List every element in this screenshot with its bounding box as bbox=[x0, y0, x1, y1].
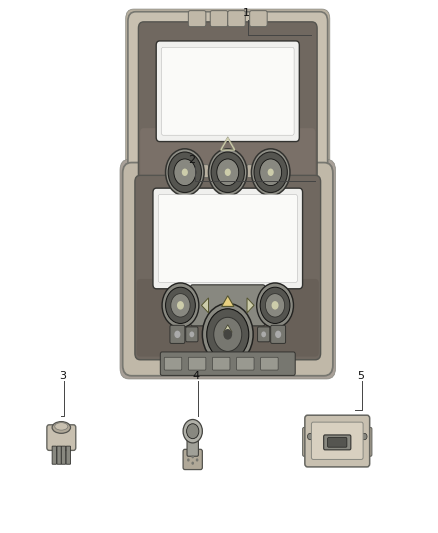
Circle shape bbox=[260, 159, 282, 185]
Circle shape bbox=[251, 149, 290, 196]
FancyBboxPatch shape bbox=[138, 22, 317, 187]
FancyBboxPatch shape bbox=[158, 195, 297, 282]
Circle shape bbox=[257, 283, 293, 328]
Circle shape bbox=[191, 462, 194, 465]
FancyBboxPatch shape bbox=[156, 41, 299, 142]
Circle shape bbox=[261, 332, 266, 337]
Circle shape bbox=[174, 159, 196, 185]
Circle shape bbox=[223, 329, 232, 340]
FancyBboxPatch shape bbox=[137, 279, 319, 357]
FancyBboxPatch shape bbox=[186, 327, 198, 342]
FancyBboxPatch shape bbox=[123, 163, 333, 376]
FancyBboxPatch shape bbox=[128, 12, 328, 201]
FancyBboxPatch shape bbox=[225, 165, 239, 177]
FancyBboxPatch shape bbox=[303, 427, 318, 456]
Circle shape bbox=[217, 159, 239, 185]
Circle shape bbox=[196, 458, 198, 462]
Circle shape bbox=[254, 152, 287, 192]
FancyBboxPatch shape bbox=[247, 165, 261, 177]
Circle shape bbox=[174, 330, 180, 338]
Circle shape bbox=[208, 149, 247, 196]
Text: 3: 3 bbox=[59, 371, 66, 381]
FancyBboxPatch shape bbox=[47, 425, 76, 450]
FancyBboxPatch shape bbox=[160, 352, 295, 375]
Circle shape bbox=[225, 168, 231, 176]
Circle shape bbox=[307, 433, 313, 440]
FancyBboxPatch shape bbox=[328, 438, 347, 447]
FancyBboxPatch shape bbox=[271, 325, 286, 343]
FancyBboxPatch shape bbox=[164, 357, 182, 370]
FancyBboxPatch shape bbox=[261, 357, 278, 370]
Circle shape bbox=[177, 301, 184, 310]
Polygon shape bbox=[223, 325, 232, 332]
Ellipse shape bbox=[55, 423, 68, 430]
Circle shape bbox=[275, 330, 281, 338]
FancyBboxPatch shape bbox=[194, 165, 208, 177]
Text: 4: 4 bbox=[193, 371, 200, 381]
FancyBboxPatch shape bbox=[170, 325, 185, 343]
Circle shape bbox=[260, 287, 290, 324]
Text: 1: 1 bbox=[243, 9, 250, 18]
Polygon shape bbox=[222, 296, 234, 306]
FancyBboxPatch shape bbox=[258, 327, 270, 342]
FancyBboxPatch shape bbox=[190, 285, 265, 326]
FancyBboxPatch shape bbox=[188, 357, 206, 370]
FancyBboxPatch shape bbox=[228, 11, 245, 27]
FancyBboxPatch shape bbox=[237, 357, 254, 370]
FancyBboxPatch shape bbox=[183, 449, 202, 470]
FancyBboxPatch shape bbox=[120, 159, 336, 379]
Circle shape bbox=[183, 419, 202, 443]
FancyBboxPatch shape bbox=[311, 422, 363, 459]
Circle shape bbox=[187, 424, 199, 439]
Circle shape bbox=[191, 455, 194, 458]
FancyBboxPatch shape bbox=[187, 433, 198, 456]
FancyBboxPatch shape bbox=[135, 175, 321, 360]
Polygon shape bbox=[247, 298, 254, 313]
FancyBboxPatch shape bbox=[153, 188, 303, 289]
FancyBboxPatch shape bbox=[216, 165, 230, 177]
Circle shape bbox=[214, 317, 242, 351]
Circle shape bbox=[166, 287, 195, 324]
FancyBboxPatch shape bbox=[250, 11, 267, 27]
Text: 5: 5 bbox=[357, 371, 364, 381]
Circle shape bbox=[272, 301, 279, 310]
Circle shape bbox=[207, 309, 249, 360]
Circle shape bbox=[162, 283, 199, 328]
FancyBboxPatch shape bbox=[212, 357, 230, 370]
FancyBboxPatch shape bbox=[162, 47, 294, 135]
Circle shape bbox=[171, 294, 190, 317]
Circle shape bbox=[265, 294, 285, 317]
Polygon shape bbox=[201, 298, 208, 313]
Circle shape bbox=[211, 152, 244, 192]
Circle shape bbox=[268, 168, 274, 176]
Circle shape bbox=[362, 433, 367, 440]
Circle shape bbox=[182, 168, 188, 176]
FancyBboxPatch shape bbox=[210, 11, 228, 27]
FancyBboxPatch shape bbox=[357, 427, 372, 456]
FancyBboxPatch shape bbox=[305, 415, 370, 467]
FancyBboxPatch shape bbox=[140, 128, 315, 184]
FancyBboxPatch shape bbox=[324, 435, 351, 450]
Circle shape bbox=[168, 152, 201, 192]
Circle shape bbox=[202, 303, 253, 365]
FancyBboxPatch shape bbox=[57, 446, 61, 464]
FancyBboxPatch shape bbox=[188, 11, 206, 27]
FancyBboxPatch shape bbox=[126, 9, 330, 204]
FancyBboxPatch shape bbox=[52, 446, 57, 464]
Circle shape bbox=[189, 332, 194, 337]
Ellipse shape bbox=[52, 422, 71, 433]
Text: 2: 2 bbox=[188, 155, 195, 165]
FancyBboxPatch shape bbox=[66, 446, 71, 464]
Circle shape bbox=[166, 149, 204, 196]
Circle shape bbox=[187, 458, 190, 462]
FancyBboxPatch shape bbox=[61, 446, 66, 464]
